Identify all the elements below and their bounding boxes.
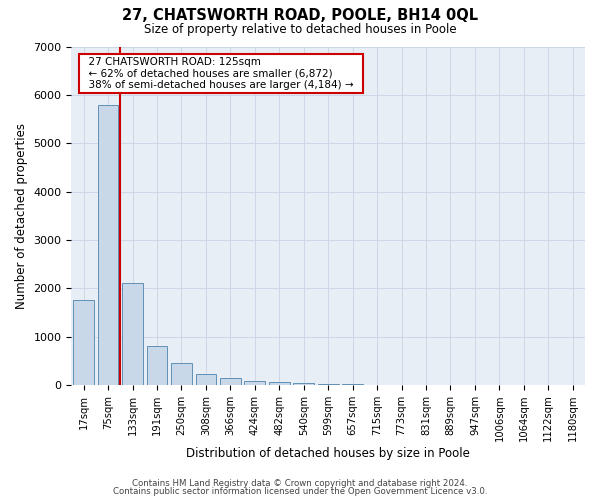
X-axis label: Distribution of detached houses by size in Poole: Distribution of detached houses by size … [186,447,470,460]
Bar [196,374,217,385]
Text: Size of property relative to detached houses in Poole: Size of property relative to detached ho… [143,22,457,36]
Text: 27 CHATSWORTH ROAD: 125sqm
  ← 62% of detached houses are smaller (6,872)
  38% : 27 CHATSWORTH ROAD: 125sqm ← 62% of deta… [82,56,360,90]
Bar [98,104,118,385]
Bar [244,380,265,385]
Y-axis label: Number of detached properties: Number of detached properties [15,122,28,308]
Bar [146,346,167,385]
Bar [171,363,192,385]
Bar [122,284,143,385]
Text: Contains public sector information licensed under the Open Government Licence v3: Contains public sector information licen… [113,487,487,496]
Bar [293,384,314,385]
Text: 27, CHATSWORTH ROAD, POOLE, BH14 0QL: 27, CHATSWORTH ROAD, POOLE, BH14 0QL [122,8,478,22]
Text: Contains HM Land Registry data © Crown copyright and database right 2024.: Contains HM Land Registry data © Crown c… [132,478,468,488]
Bar [318,384,338,385]
Bar [220,378,241,385]
Bar [269,382,290,385]
Bar [73,300,94,385]
Bar [342,384,363,385]
